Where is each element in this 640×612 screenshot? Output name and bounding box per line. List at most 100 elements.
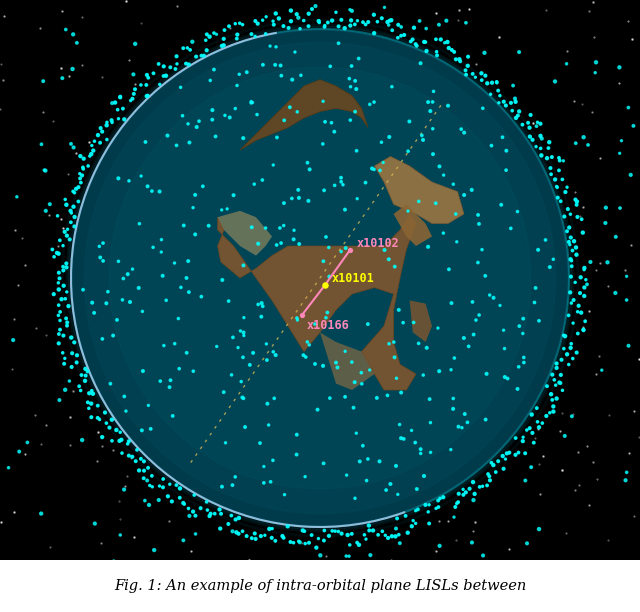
Point bbox=[396, 433, 406, 443]
Point bbox=[428, 97, 438, 107]
Point bbox=[431, 546, 441, 556]
Point bbox=[287, 559, 298, 569]
Point bbox=[293, 13, 303, 23]
Point bbox=[380, 531, 390, 540]
Point bbox=[423, 97, 433, 107]
Point bbox=[378, 606, 388, 612]
Point bbox=[557, 466, 567, 476]
Point bbox=[546, 170, 556, 179]
Point bbox=[448, 179, 458, 189]
Point bbox=[311, 543, 321, 553]
Point bbox=[346, 82, 356, 92]
Point bbox=[67, 208, 77, 218]
Point bbox=[340, 565, 351, 575]
Point bbox=[566, 298, 577, 308]
Point bbox=[611, 232, 621, 242]
Point bbox=[239, 327, 249, 337]
Point bbox=[238, 353, 248, 362]
Point bbox=[431, 9, 442, 18]
Point bbox=[182, 43, 193, 53]
Point bbox=[499, 97, 509, 106]
Point bbox=[74, 182, 84, 192]
Point bbox=[276, 71, 287, 81]
Point bbox=[158, 474, 168, 484]
Point bbox=[544, 137, 554, 147]
Point bbox=[300, 539, 310, 548]
Point bbox=[431, 198, 441, 208]
Point bbox=[451, 54, 461, 64]
Point bbox=[240, 422, 250, 432]
Point bbox=[262, 399, 273, 409]
Point bbox=[580, 315, 590, 324]
Point bbox=[101, 299, 111, 308]
Point bbox=[558, 156, 568, 166]
Point bbox=[373, 530, 383, 540]
Point bbox=[131, 457, 141, 466]
Point bbox=[480, 271, 490, 281]
Point bbox=[155, 376, 165, 386]
Point bbox=[384, 132, 394, 142]
Text: x10102: x10102 bbox=[357, 237, 400, 250]
Point bbox=[406, 37, 416, 47]
Point bbox=[557, 408, 567, 418]
Point bbox=[346, 61, 356, 71]
Polygon shape bbox=[240, 80, 368, 150]
Point bbox=[493, 86, 503, 95]
Point bbox=[476, 69, 486, 78]
Point bbox=[250, 534, 260, 544]
Point bbox=[216, 205, 227, 215]
Point bbox=[385, 16, 395, 26]
Point bbox=[276, 238, 286, 248]
Point bbox=[183, 504, 193, 513]
Point bbox=[471, 59, 481, 69]
Point bbox=[480, 71, 490, 81]
Point bbox=[230, 19, 241, 29]
Point bbox=[520, 476, 531, 485]
Point bbox=[436, 564, 446, 573]
Point bbox=[531, 121, 541, 131]
Point bbox=[620, 265, 630, 275]
Point bbox=[125, 297, 135, 307]
Point bbox=[345, 5, 355, 15]
Point bbox=[502, 373, 513, 383]
Point bbox=[499, 464, 509, 474]
Point bbox=[56, 215, 66, 225]
Point bbox=[571, 242, 581, 252]
Point bbox=[278, 533, 289, 543]
Point bbox=[431, 504, 441, 513]
Point bbox=[562, 349, 572, 359]
Point bbox=[64, 376, 74, 386]
Point bbox=[395, 539, 405, 548]
Point bbox=[55, 316, 65, 326]
Point bbox=[35, 23, 45, 33]
Point bbox=[230, 472, 241, 482]
Point bbox=[98, 256, 108, 266]
Point bbox=[321, 232, 331, 242]
Point bbox=[154, 187, 164, 196]
Point bbox=[583, 140, 593, 150]
Point bbox=[340, 243, 351, 253]
Point bbox=[453, 422, 463, 431]
Point bbox=[269, 20, 279, 29]
Point bbox=[579, 326, 589, 335]
Point bbox=[108, 445, 118, 455]
Point bbox=[239, 313, 249, 323]
Point bbox=[484, 290, 495, 300]
Point bbox=[446, 365, 456, 375]
Point bbox=[399, 434, 409, 444]
Point bbox=[9, 507, 19, 517]
Point bbox=[358, 441, 368, 450]
Point bbox=[106, 115, 116, 125]
Point bbox=[250, 529, 260, 539]
Point bbox=[481, 415, 491, 425]
Point bbox=[304, 340, 314, 350]
Point bbox=[426, 418, 436, 428]
Point bbox=[239, 394, 249, 403]
Point bbox=[59, 359, 69, 368]
Point bbox=[177, 583, 188, 592]
Point bbox=[260, 223, 271, 233]
Point bbox=[264, 524, 275, 534]
Point bbox=[367, 591, 378, 600]
Point bbox=[380, 581, 390, 591]
Point bbox=[435, 541, 445, 551]
